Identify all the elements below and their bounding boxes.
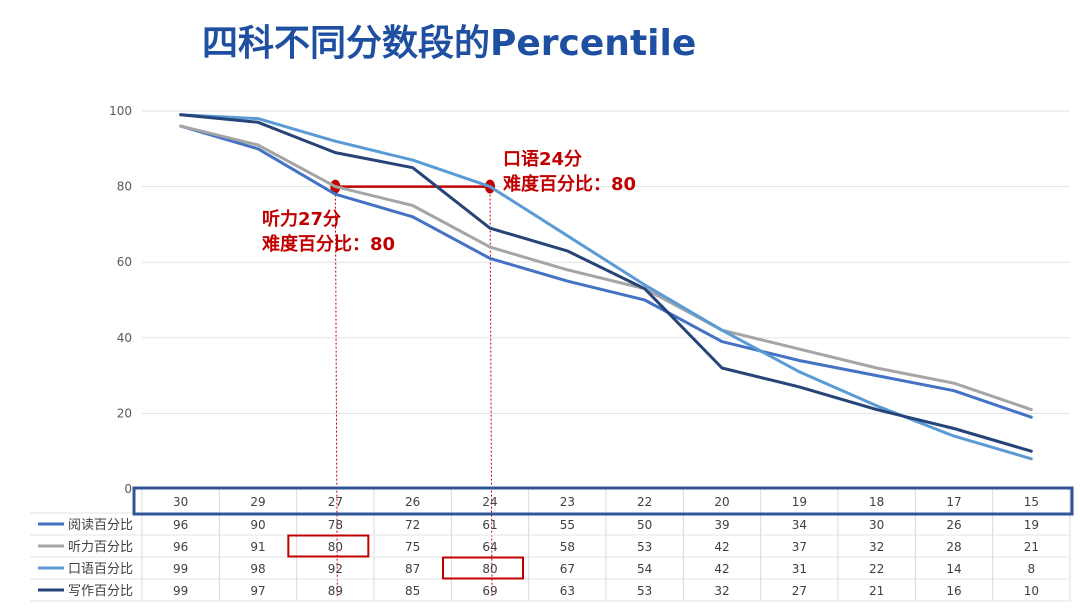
table-cell-value: 54: [637, 562, 652, 576]
x-category-label: 20: [714, 495, 729, 509]
table-cell-value: 69: [482, 584, 497, 598]
table-cell-value: 58: [560, 540, 575, 554]
table-cell-value: 16: [946, 584, 961, 598]
table-cell-value: 21: [1024, 540, 1039, 554]
series-line: [179, 113, 1033, 461]
listening-annotation-score: 听力27分: [262, 209, 342, 230]
table-cell-value: 67: [560, 562, 575, 576]
y-tick-label: 20: [117, 406, 132, 420]
category-axis-box: [132, 486, 1074, 516]
table-cell-value: 53: [637, 584, 652, 598]
series-line: [179, 113, 1033, 453]
legend-label: 阅读百分比: [68, 518, 133, 533]
table-cell-value: 39: [714, 518, 729, 532]
table-cell-value: 91: [250, 540, 265, 554]
gridlines: 0 20 40 60 80 100: [109, 104, 1070, 496]
y-tick-label: 80: [117, 180, 132, 194]
series-lines: [179, 113, 1033, 461]
table-cell-value: 85: [405, 584, 420, 598]
table-cell-value: 96: [173, 540, 188, 554]
table-cell-value: 32: [714, 584, 729, 598]
y-tick-label: 40: [117, 331, 132, 345]
x-category-label: 26: [405, 495, 420, 509]
speaking-annotation-difficulty: 难度百分比：80: [503, 174, 637, 195]
x-category-label: 18: [869, 495, 884, 509]
table-cell-value: 32: [869, 540, 884, 554]
x-category-label: 24: [482, 495, 497, 509]
table-cell-value: 99: [173, 562, 188, 576]
table-cell-value: 26: [946, 518, 961, 532]
table-cell-value: 42: [714, 562, 729, 576]
series-line: [179, 124, 1033, 419]
x-category-label: 29: [250, 495, 265, 509]
table-cell-value: 80: [328, 540, 343, 554]
table-cell-value: 96: [173, 518, 188, 532]
y-tick-label: 0: [124, 482, 132, 496]
x-category-label: 22: [637, 495, 652, 509]
table-cell-value: 21: [869, 584, 884, 598]
legend-label: 口语百分比: [68, 562, 133, 577]
data-table: 30 29 27 26 24 23 22 20 19 18 17 15 阅读百分比 96 90 78 72 61 5…: [30, 486, 1074, 602]
table-cell-value: 42: [714, 540, 729, 554]
series-line: [179, 124, 1033, 412]
x-category-label: 23: [560, 495, 575, 509]
table-cell-value: 61: [482, 518, 497, 532]
x-category-label: 30: [173, 495, 188, 509]
table-cell-value: 98: [250, 562, 265, 576]
highlight-guides: [330, 179, 495, 597]
table-cell-value: 72: [405, 518, 420, 532]
table-cell-value: 31: [792, 562, 807, 576]
x-category-label: 19: [792, 495, 807, 509]
table-cell-value: 53: [637, 540, 652, 554]
table-cell-value: 90: [250, 518, 265, 532]
chart-title: 四科不同分数段的Percentile: [202, 23, 697, 64]
listening-annotation: 听力27分 难度百分比：80: [262, 207, 395, 257]
x-category-label: 27: [328, 495, 343, 509]
table-cell-value: 89: [328, 584, 343, 598]
table-cell-value: 27: [792, 584, 807, 598]
table-cell-value: 80: [482, 562, 497, 576]
x-category-label: 17: [946, 495, 961, 509]
table-cell-value: 50: [637, 518, 652, 532]
table-cell-value: 78: [328, 518, 343, 532]
speaking-annotation: 口语24分 难度百分比：80: [503, 147, 636, 197]
table-cell-value: 97: [250, 584, 265, 598]
table-cell-value: 87: [405, 562, 420, 576]
y-tick-label: 100: [109, 104, 132, 118]
highlight-cell-box: [442, 556, 524, 580]
x-category-label: 15: [1024, 495, 1039, 509]
table-cell-value: 75: [405, 540, 420, 554]
table-cell-value: 92: [328, 562, 343, 576]
table-cell-value: 19: [1024, 518, 1039, 532]
legend-label: 写作百分比: [68, 584, 133, 599]
listening-annotation-difficulty: 难度百分比：80: [262, 234, 396, 255]
table-cell-value: 37: [792, 540, 807, 554]
highlight-cell-box: [287, 534, 370, 558]
table-cell-value: 8: [1028, 562, 1036, 576]
table-cell-value: 64: [482, 540, 497, 554]
table-cell-value: 63: [560, 584, 575, 598]
table-cell-value: 14: [946, 562, 961, 576]
table-cell-value: 22: [869, 562, 884, 576]
table-cell-value: 10: [1024, 584, 1039, 598]
highlight-guide-line: [489, 186, 493, 597]
legend-label: 听力百分比: [68, 540, 133, 555]
table-cell-value: 34: [792, 518, 807, 532]
speaking-annotation-score: 口语24分: [503, 149, 583, 170]
y-tick-label: 60: [117, 255, 132, 269]
table-cell-value: 55: [560, 518, 575, 532]
table-cell-value: 28: [946, 540, 961, 554]
highlight-guide-line: [334, 186, 338, 597]
table-cell-value: 99: [173, 584, 188, 598]
table-cell-value: 30: [869, 518, 884, 532]
